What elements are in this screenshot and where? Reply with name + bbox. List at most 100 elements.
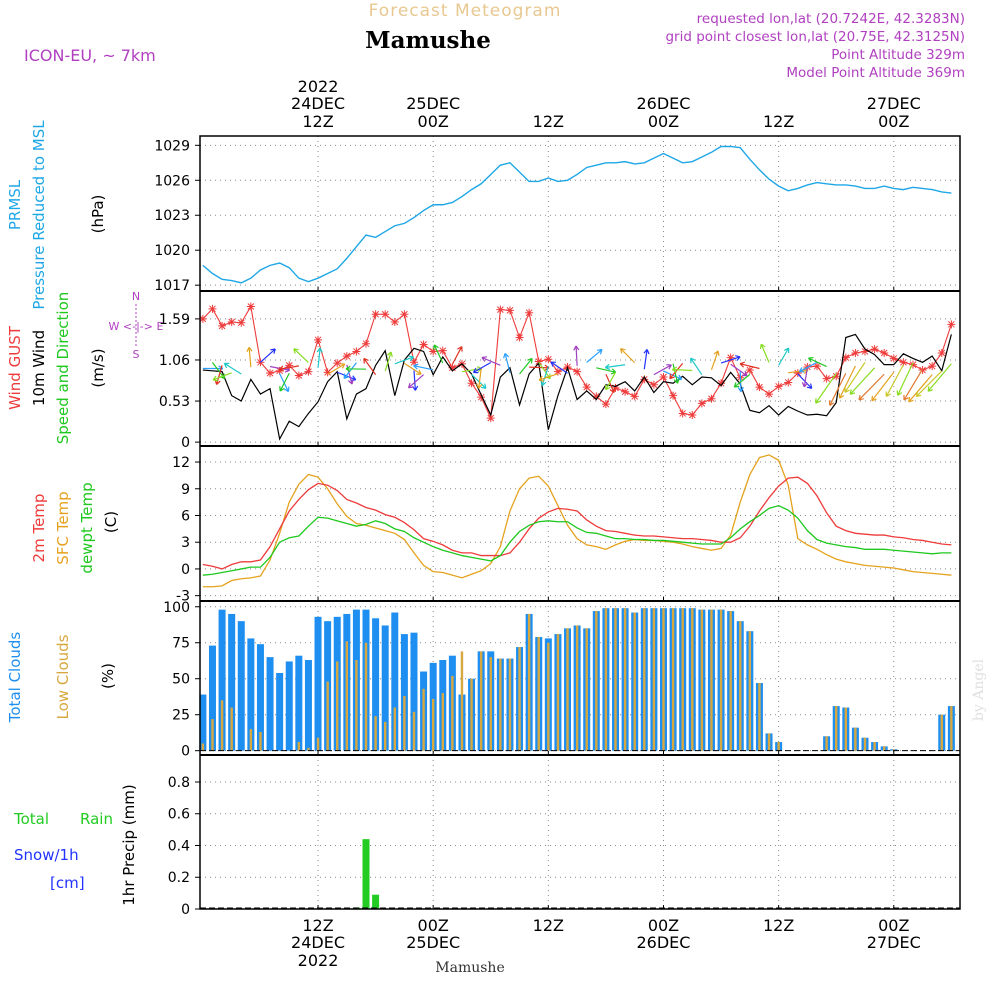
temp-dewpt-label: dewpt Temp bbox=[78, 482, 96, 573]
gust-marker bbox=[505, 306, 514, 315]
wind-direction-arrow bbox=[279, 372, 290, 392]
y-tick-label: 1.06 bbox=[159, 353, 190, 369]
model-name: ICON-EU, ~ 7km bbox=[24, 46, 156, 65]
wind-direction-arrow bbox=[471, 374, 487, 389]
low-cloud-bar bbox=[940, 714, 943, 751]
gust-marker bbox=[448, 363, 457, 372]
wind-direction-arrow bbox=[260, 348, 276, 363]
total-cloud-bar bbox=[276, 672, 284, 751]
wind-10m-label: 10m Wind bbox=[30, 330, 48, 406]
low-cloud-bar bbox=[595, 611, 598, 751]
gust-marker bbox=[880, 349, 889, 357]
gust-marker bbox=[745, 366, 754, 375]
low-cloud-bar bbox=[460, 651, 464, 751]
low-cloud-bar bbox=[355, 660, 358, 751]
gust-marker bbox=[937, 349, 946, 357]
gust-marker bbox=[630, 392, 639, 401]
wind-direction-arrow bbox=[451, 346, 463, 365]
low-cloud-bar bbox=[374, 716, 377, 751]
wind-direction-arrow bbox=[363, 357, 377, 375]
wind-direction-arrow bbox=[730, 363, 748, 377]
total-cloud-bar bbox=[410, 632, 418, 751]
gust-marker bbox=[352, 347, 361, 356]
low-cloud-bar bbox=[316, 737, 320, 751]
y-tick-label: 0.53 bbox=[159, 394, 190, 410]
wind-direction-arrow bbox=[519, 357, 533, 375]
precip-rain-label: Rain bbox=[80, 810, 113, 828]
total-cloud-bar bbox=[247, 638, 255, 751]
temp-2m-label: 2m Temp bbox=[30, 494, 48, 563]
gust-marker bbox=[841, 353, 850, 362]
low-cloud-bar bbox=[633, 612, 636, 751]
gust-marker bbox=[294, 371, 303, 380]
gust-marker bbox=[726, 353, 735, 362]
low-cloud-bar bbox=[681, 608, 684, 751]
gust-marker bbox=[601, 400, 610, 409]
series-tsfc-line bbox=[202, 454, 952, 588]
y-tick-label: 1020 bbox=[154, 243, 190, 259]
wind-direction-arrow bbox=[596, 367, 617, 375]
total-cloud-bar bbox=[237, 621, 245, 751]
gust-marker bbox=[390, 318, 399, 326]
pressure-label-short: PRMSL bbox=[6, 179, 24, 230]
gust-marker bbox=[477, 393, 486, 402]
low-cloud-bar bbox=[719, 609, 723, 751]
wind-direction-arrow bbox=[798, 361, 818, 373]
gust-marker bbox=[755, 383, 764, 392]
wind-direction-arrow bbox=[871, 371, 895, 402]
y-tick-label: 0 bbox=[181, 435, 190, 451]
point-altitude: Point Altitude 329m bbox=[831, 47, 965, 63]
wind-direction-arrow bbox=[586, 348, 603, 363]
wind-direction-arrow bbox=[669, 362, 684, 380]
wind-direction-arrow bbox=[844, 362, 866, 393]
y-tick-label: 1017 bbox=[154, 278, 190, 294]
plot-frame bbox=[199, 135, 961, 910]
y-tick-label: 1.59 bbox=[159, 312, 190, 328]
footer-location: Mamushe bbox=[435, 960, 504, 976]
series-dewpt-line bbox=[202, 504, 952, 576]
low-cloud-bar bbox=[710, 609, 713, 751]
wind-direction-arrow bbox=[885, 364, 904, 397]
gust-marker bbox=[678, 409, 687, 418]
watermark: by Angel bbox=[971, 658, 987, 721]
wind-direction-arrow bbox=[903, 368, 924, 401]
gust-marker bbox=[429, 347, 438, 356]
bottom-hour-label: 12Z bbox=[763, 916, 794, 935]
top-hour-label: 00Z bbox=[648, 112, 679, 131]
gridpoint-coords: grid point closest lon,lat (20.75E, 42.3… bbox=[665, 29, 965, 45]
gust-marker bbox=[861, 347, 869, 356]
total-cloud-bar bbox=[314, 616, 322, 751]
series-wind-line bbox=[202, 333, 952, 441]
gust-marker bbox=[640, 375, 649, 384]
wind-direction-arrow bbox=[384, 351, 393, 372]
gust-marker bbox=[323, 368, 332, 377]
low-cloud-bar bbox=[892, 749, 895, 751]
bottom-day-label: 26DEC bbox=[637, 933, 691, 952]
top-hour-label: 00Z bbox=[878, 112, 909, 131]
low-cloud-bar bbox=[489, 657, 492, 751]
gust-marker bbox=[237, 318, 246, 327]
low-cloud-bar bbox=[364, 642, 368, 751]
gust-marker bbox=[793, 369, 802, 378]
low-cloud-bar bbox=[422, 688, 425, 751]
low-cloud-bar bbox=[729, 611, 732, 751]
total-cloud-bar bbox=[304, 660, 312, 751]
top-day-label: 24DEC bbox=[291, 94, 345, 113]
low-cloud-bar bbox=[547, 642, 550, 751]
gust-marker bbox=[947, 320, 956, 329]
low-cloud-bar bbox=[249, 729, 253, 751]
gust-marker bbox=[218, 321, 227, 330]
low-cloud-bar bbox=[748, 631, 752, 751]
wind-compass-ew: W <-|-> E bbox=[109, 320, 164, 333]
wind-direction-arrow bbox=[807, 356, 827, 368]
wind-direction-arrow bbox=[550, 361, 568, 374]
cloud-total-label: Total Clouds bbox=[6, 632, 24, 724]
wind-direction-arrow bbox=[316, 347, 323, 368]
top-hour-label: 12Z bbox=[763, 112, 794, 131]
y-tick-label: 0 bbox=[181, 562, 190, 578]
top-day-label: 27DEC bbox=[867, 94, 921, 113]
gust-marker bbox=[908, 360, 917, 369]
total-cloud-bar bbox=[208, 645, 216, 751]
gust-marker bbox=[304, 367, 313, 376]
top-year-label: 2022 bbox=[298, 77, 339, 96]
